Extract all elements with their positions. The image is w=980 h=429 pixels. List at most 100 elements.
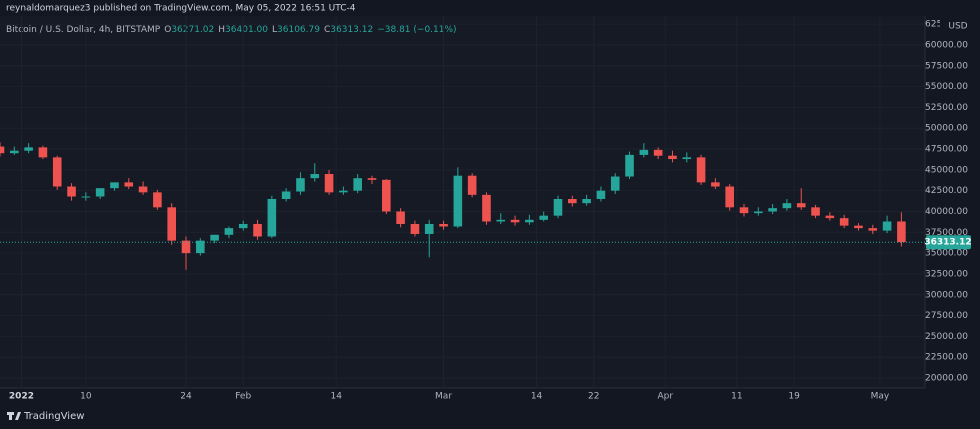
candle-body bbox=[24, 147, 33, 151]
candle-body bbox=[124, 182, 134, 187]
candle-body bbox=[238, 223, 248, 229]
x-tick-label: Mar bbox=[435, 392, 452, 402]
candle-body bbox=[668, 155, 677, 160]
last-price-label: 36313.12 bbox=[924, 238, 971, 248]
candle-body bbox=[353, 178, 362, 191]
legend-key: O bbox=[164, 25, 171, 35]
candle-body bbox=[382, 179, 391, 212]
plot-area bbox=[0, 16, 925, 388]
legend-key: C bbox=[324, 25, 330, 35]
y-tick-label: 40000.00 bbox=[925, 207, 968, 217]
candle-body bbox=[67, 186, 76, 197]
candle-body bbox=[868, 228, 878, 231]
brand-logo bbox=[7, 412, 21, 420]
candle-body bbox=[839, 218, 849, 226]
y-tick-label: 50000.00 bbox=[925, 124, 968, 134]
x-tick-label: 10 bbox=[80, 392, 92, 402]
candle-body bbox=[897, 221, 906, 243]
candle-body bbox=[525, 219, 534, 223]
candle-body bbox=[739, 207, 749, 214]
candle-body bbox=[95, 188, 105, 197]
legend-value: 36313.12 bbox=[330, 25, 373, 35]
candle-body bbox=[181, 240, 191, 254]
last-price-tag bbox=[926, 235, 971, 250]
legend-key: L bbox=[272, 25, 277, 35]
candle-body bbox=[253, 223, 262, 237]
y-tick-label: 25000.00 bbox=[925, 332, 968, 342]
candle-body bbox=[310, 174, 320, 179]
candle-body bbox=[825, 215, 835, 219]
symbol-legend: Bitcoin / U.S. Dollar, 4h, BITSTAMP O3627… bbox=[6, 25, 457, 35]
x-tick-label: 14 bbox=[331, 392, 343, 402]
candle-body bbox=[210, 234, 219, 241]
candle-body bbox=[682, 157, 692, 160]
candle-body bbox=[439, 223, 448, 227]
symbol: Bitcoin / U.S. Dollar, 4h, BITSTAMP bbox=[6, 25, 161, 35]
candle-body bbox=[539, 215, 548, 220]
candle-body bbox=[281, 191, 291, 200]
candle-body bbox=[553, 199, 563, 216]
change: −38.81 (−0.11%) bbox=[377, 25, 456, 35]
x-tick-label: 19 bbox=[788, 392, 800, 402]
y-tick-label: 37500.00 bbox=[925, 228, 968, 238]
candle-body bbox=[10, 150, 19, 154]
published-note: reynaldomarquez3 published on TradingVie… bbox=[6, 4, 356, 14]
candle-body bbox=[196, 240, 205, 254]
candle-body bbox=[138, 186, 148, 193]
footer bbox=[0, 404, 980, 429]
candle-body bbox=[796, 203, 806, 208]
y-tick-label: 55000.00 bbox=[925, 82, 968, 92]
y-tick-label: 20000.00 bbox=[925, 374, 968, 384]
candle-body bbox=[0, 146, 5, 154]
candle-body bbox=[510, 219, 520, 223]
candle-body bbox=[610, 176, 620, 191]
candle-body bbox=[153, 192, 162, 208]
candle-body bbox=[110, 182, 119, 189]
legend-value: 36106.79 bbox=[277, 25, 320, 35]
candle-body bbox=[882, 221, 892, 231]
candle-body bbox=[396, 211, 405, 224]
y-tick-label: 45000.00 bbox=[925, 165, 968, 175]
x-tick-label: 22 bbox=[588, 392, 599, 402]
candle-body bbox=[467, 175, 477, 195]
candle-body bbox=[782, 203, 792, 209]
candle-body bbox=[367, 178, 377, 180]
legend-value: 36401.00 bbox=[225, 25, 268, 35]
candle-body bbox=[339, 190, 348, 193]
candle-body bbox=[296, 178, 305, 192]
y-tick-label: 47500.00 bbox=[925, 145, 968, 155]
y-tick-label: 35000.00 bbox=[925, 249, 968, 259]
candle-body bbox=[639, 149, 649, 155]
y-tick-label: 22500.00 bbox=[925, 353, 968, 363]
candle-body bbox=[81, 196, 91, 198]
x-tick-label: May bbox=[871, 392, 890, 402]
y-tick-label: 42500.00 bbox=[925, 186, 968, 196]
candle-body bbox=[854, 225, 863, 229]
currency-box bbox=[940, 18, 972, 32]
candle-body bbox=[653, 149, 663, 156]
candle-body bbox=[725, 186, 734, 208]
candle-body bbox=[568, 199, 577, 204]
y-tick-label: 30000.00 bbox=[925, 290, 968, 300]
candle-body bbox=[453, 175, 463, 227]
x-tick-label: Apr bbox=[658, 392, 674, 402]
candle-body bbox=[625, 154, 634, 177]
y-tick-label: 52500.00 bbox=[925, 103, 968, 113]
candle-body bbox=[711, 182, 720, 187]
y-tick-label: 60000.00 bbox=[925, 40, 968, 50]
brand-name: TradingView bbox=[23, 411, 84, 422]
currency-label: USD bbox=[948, 22, 967, 32]
candle-body bbox=[38, 147, 48, 158]
legend-key: H bbox=[218, 25, 225, 35]
candle-body bbox=[768, 208, 777, 212]
candle-body bbox=[496, 219, 506, 222]
x-tick-label: 24 bbox=[180, 392, 192, 402]
candle-body bbox=[596, 190, 606, 200]
candle-body bbox=[754, 211, 763, 214]
x-tick-label: 11 bbox=[731, 392, 742, 402]
x-tick-label: Feb bbox=[235, 392, 251, 402]
candle-body bbox=[267, 199, 277, 237]
x-tick-label: 2022 bbox=[9, 392, 34, 402]
y-tick-label: 27500.00 bbox=[925, 311, 968, 321]
legend-value: 36271.02 bbox=[171, 25, 214, 35]
